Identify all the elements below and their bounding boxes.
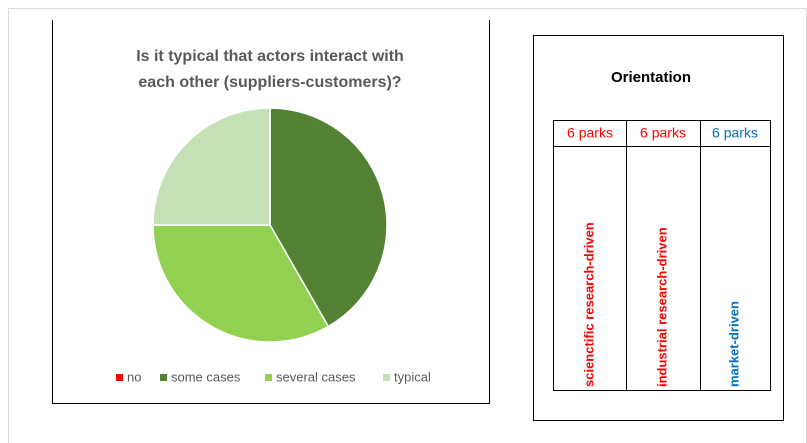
legend-swatch: [116, 374, 123, 381]
column-count: 6 parks: [640, 125, 686, 141]
pie-slice: [152, 107, 271, 226]
chart-title: Is it typical that actors interact with: [136, 48, 404, 65]
legend-label: typical: [394, 369, 431, 384]
legend-label: several cases: [276, 369, 356, 384]
pie-slice: [269, 107, 388, 328]
chart-frame: [52, 20, 490, 404]
legend-swatch: [383, 374, 390, 381]
column-label: scienctific research-driven: [581, 222, 596, 387]
column-count: 6 parks: [567, 125, 613, 141]
column-count: 6 parks: [712, 125, 758, 141]
legend-swatch: [160, 374, 167, 381]
legend-swatch: [265, 374, 272, 381]
pie-slice: [152, 224, 330, 343]
chart-title: each other (suppliers-customers)?: [138, 74, 401, 91]
orientation-title: Orientation: [611, 69, 691, 86]
legend-label: some cases: [171, 369, 241, 384]
column-label: market-driven: [726, 301, 741, 387]
legend-label: no: [127, 369, 141, 384]
orientation-table: [553, 120, 771, 391]
orientation-frame: [533, 35, 784, 421]
column-label: industrial research-driven: [654, 227, 669, 387]
